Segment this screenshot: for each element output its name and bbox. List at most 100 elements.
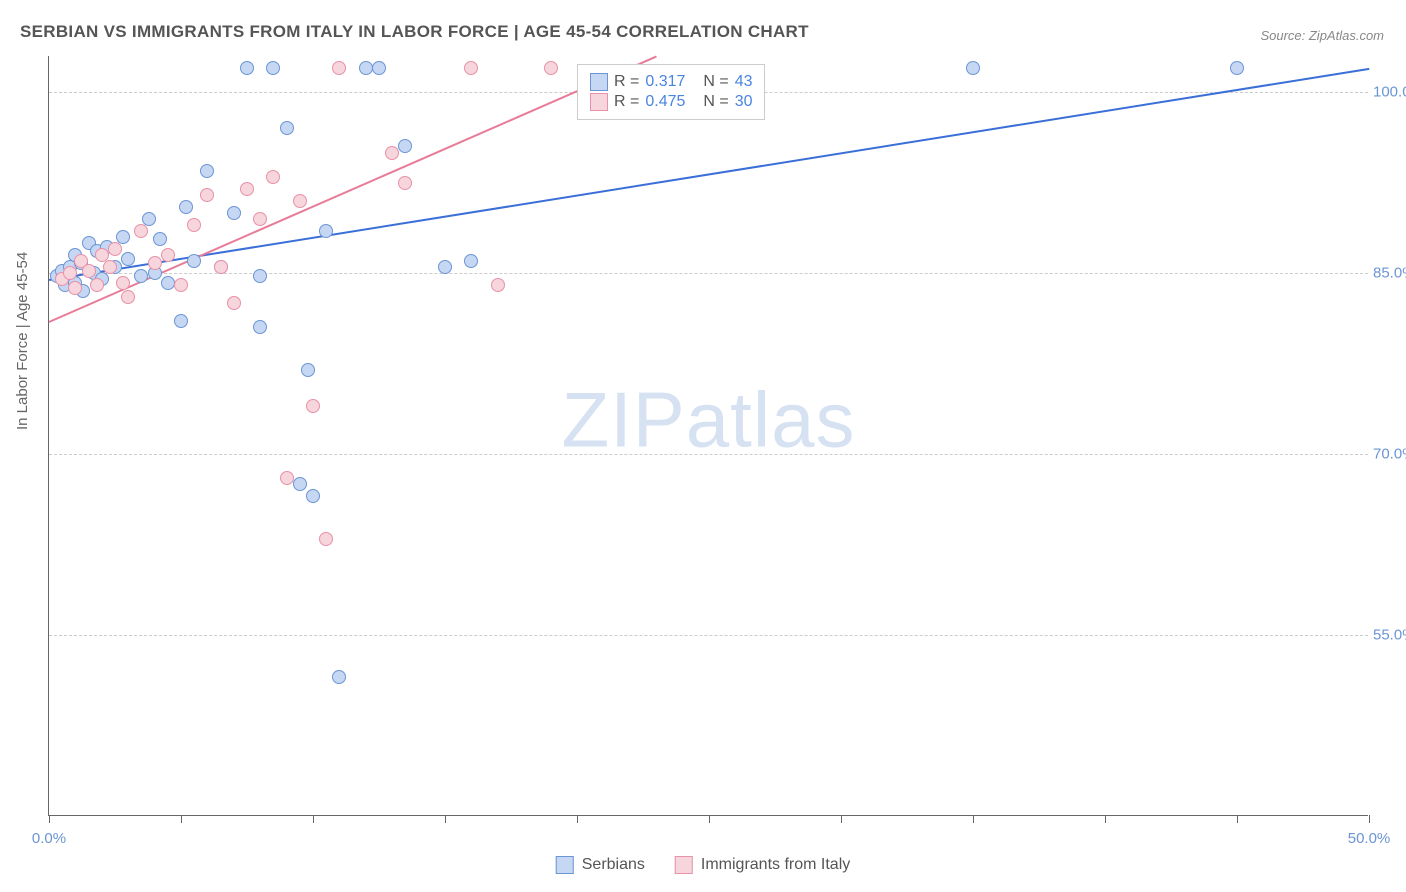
data-point (544, 61, 558, 75)
data-point (966, 61, 980, 75)
source-label: Source: ZipAtlas.com (1260, 28, 1384, 43)
y-tick-label: 55.0% (1373, 627, 1406, 644)
x-tick (1369, 815, 1370, 823)
data-point (306, 489, 320, 503)
data-point (332, 670, 346, 684)
n-label: N = (703, 73, 728, 91)
watermark-atlas: atlas (686, 376, 856, 464)
data-point (332, 61, 346, 75)
data-point (319, 224, 333, 238)
watermark-zip: ZIP (561, 376, 685, 464)
data-point (319, 532, 333, 546)
n-label: N = (703, 93, 728, 111)
data-point (398, 176, 412, 190)
data-point (179, 200, 193, 214)
data-point (108, 242, 122, 256)
n-value: 30 (735, 93, 753, 111)
data-point (103, 260, 117, 274)
r-label: R = (614, 93, 639, 111)
legend-swatch (590, 73, 608, 91)
x-tick-label: 50.0% (1348, 830, 1391, 847)
data-point (200, 164, 214, 178)
legend-swatch (675, 856, 693, 874)
r-label: R = (614, 73, 639, 91)
legend-item: Serbians (556, 856, 645, 874)
plot-area: ZIPatlas 55.0%70.0%85.0%100.0%0.0%50.0%R… (48, 56, 1368, 816)
data-point (174, 278, 188, 292)
y-axis-label: In Labor Force | Age 45-54 (14, 252, 31, 430)
data-point (200, 188, 214, 202)
data-point (240, 182, 254, 196)
data-point (63, 266, 77, 280)
data-point (161, 276, 175, 290)
data-point (148, 256, 162, 270)
x-tick (841, 815, 842, 823)
data-point (301, 363, 315, 377)
data-point (214, 260, 228, 274)
r-value: 0.317 (645, 73, 697, 91)
legend-item: Immigrants from Italy (675, 856, 850, 874)
data-point (398, 139, 412, 153)
chart-title: SERBIAN VS IMMIGRANTS FROM ITALY IN LABO… (20, 22, 809, 42)
legend-row: R = 0.317 N = 43 (590, 73, 752, 91)
gridline (49, 635, 1368, 636)
data-point (306, 399, 320, 413)
x-tick (445, 815, 446, 823)
y-tick-label: 100.0% (1373, 84, 1406, 101)
data-point (161, 248, 175, 262)
legend-swatch (590, 93, 608, 111)
data-point (266, 61, 280, 75)
data-point (280, 471, 294, 485)
data-point (266, 170, 280, 184)
data-point (293, 477, 307, 491)
data-point (82, 264, 96, 278)
legend-label: Immigrants from Italy (701, 856, 850, 874)
data-point (227, 296, 241, 310)
x-tick-label: 0.0% (32, 830, 66, 847)
data-point (153, 232, 167, 246)
data-point (438, 260, 452, 274)
r-value: 0.475 (645, 93, 697, 111)
x-tick (709, 815, 710, 823)
data-point (174, 314, 188, 328)
data-point (240, 61, 254, 75)
data-point (253, 212, 267, 226)
data-point (68, 281, 82, 295)
data-point (121, 252, 135, 266)
legend-label: Serbians (582, 856, 645, 874)
y-tick-label: 85.0% (1373, 265, 1406, 282)
legend-row: R = 0.475 N = 30 (590, 93, 752, 111)
n-value: 43 (735, 73, 753, 91)
data-point (116, 276, 130, 290)
data-point (293, 194, 307, 208)
data-point (464, 254, 478, 268)
data-point (464, 61, 478, 75)
trend-line (49, 56, 657, 323)
legend-swatch (556, 856, 574, 874)
x-tick (1237, 815, 1238, 823)
data-point (90, 278, 104, 292)
data-point (491, 278, 505, 292)
x-tick (181, 815, 182, 823)
x-tick (49, 815, 50, 823)
correlation-legend: R = 0.317 N = 43 R = 0.475 N = 30 (577, 64, 765, 120)
data-point (359, 61, 373, 75)
data-point (134, 224, 148, 238)
data-point (253, 320, 267, 334)
data-point (187, 254, 201, 268)
data-point (227, 206, 241, 220)
data-point (121, 290, 135, 304)
correlation-chart: SERBIAN VS IMMIGRANTS FROM ITALY IN LABO… (0, 0, 1406, 892)
x-tick (973, 815, 974, 823)
y-tick-label: 70.0% (1373, 446, 1406, 463)
gridline (49, 273, 1368, 274)
x-tick (313, 815, 314, 823)
x-tick (1105, 815, 1106, 823)
gridline (49, 454, 1368, 455)
data-point (187, 218, 201, 232)
legend-bottom: Serbians Immigrants from Italy (556, 856, 851, 874)
data-point (253, 269, 267, 283)
data-point (372, 61, 386, 75)
data-point (280, 121, 294, 135)
data-point (134, 269, 148, 283)
